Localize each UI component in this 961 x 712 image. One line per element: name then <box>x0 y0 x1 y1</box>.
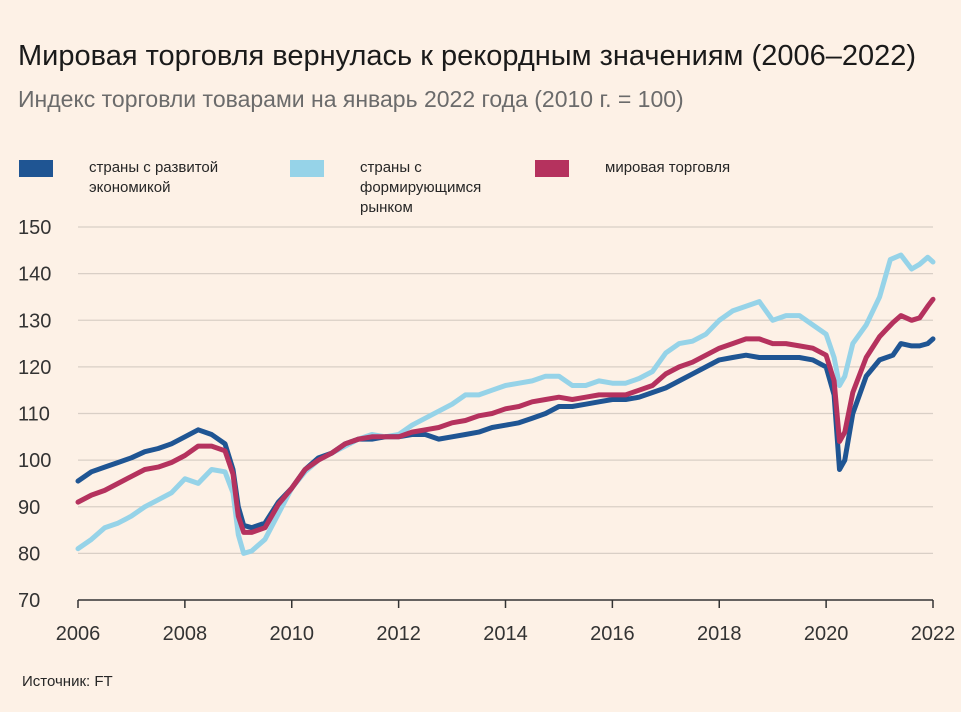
legend-label-world: мировая торговля <box>605 159 731 176</box>
y-tick-label-80: 80 <box>18 543 40 565</box>
series-line-1 <box>75 252 936 556</box>
legend-swatch-world <box>535 160 569 177</box>
x-tick-label-2014: 2014 <box>483 623 528 645</box>
legend-swatch-developed <box>19 160 53 177</box>
x-tick-label-2008: 2008 <box>163 623 208 645</box>
x-tick-label-2020: 2020 <box>804 623 849 645</box>
x-tick-label-2018: 2018 <box>697 623 742 645</box>
x-tick-label-2022: 2022 <box>911 623 956 645</box>
chart-title: Мировая торговля вернулась к рекордным з… <box>18 40 917 72</box>
y-tick-label-100: 100 <box>18 450 51 472</box>
x-tick-label-2010: 2010 <box>270 623 315 645</box>
x-tick-label-2006: 2006 <box>56 623 101 645</box>
y-tick-label-70: 70 <box>18 590 40 612</box>
y-tick-label-90: 90 <box>18 497 40 519</box>
y-tick-label-120: 120 <box>18 357 51 379</box>
source-note: Источник: FT <box>22 673 113 690</box>
legend-label-developed: страны с развитой экономикой <box>89 159 219 196</box>
legend-swatch-emerging <box>290 160 324 177</box>
x-tick-label-2012: 2012 <box>376 623 421 645</box>
y-tick-label-110: 110 <box>18 404 50 426</box>
chart-subtitle: Индекс торговли товарами на январь 2022 … <box>18 86 684 112</box>
y-tick-label-150: 150 <box>18 217 51 239</box>
legend-label-emerging: страны с формирующимся рынком <box>360 159 482 216</box>
y-tick-label-140: 140 <box>18 264 51 286</box>
x-tick-label-2016: 2016 <box>590 623 635 645</box>
series-line-2 <box>75 296 936 535</box>
y-tick-label-130: 130 <box>18 310 51 332</box>
